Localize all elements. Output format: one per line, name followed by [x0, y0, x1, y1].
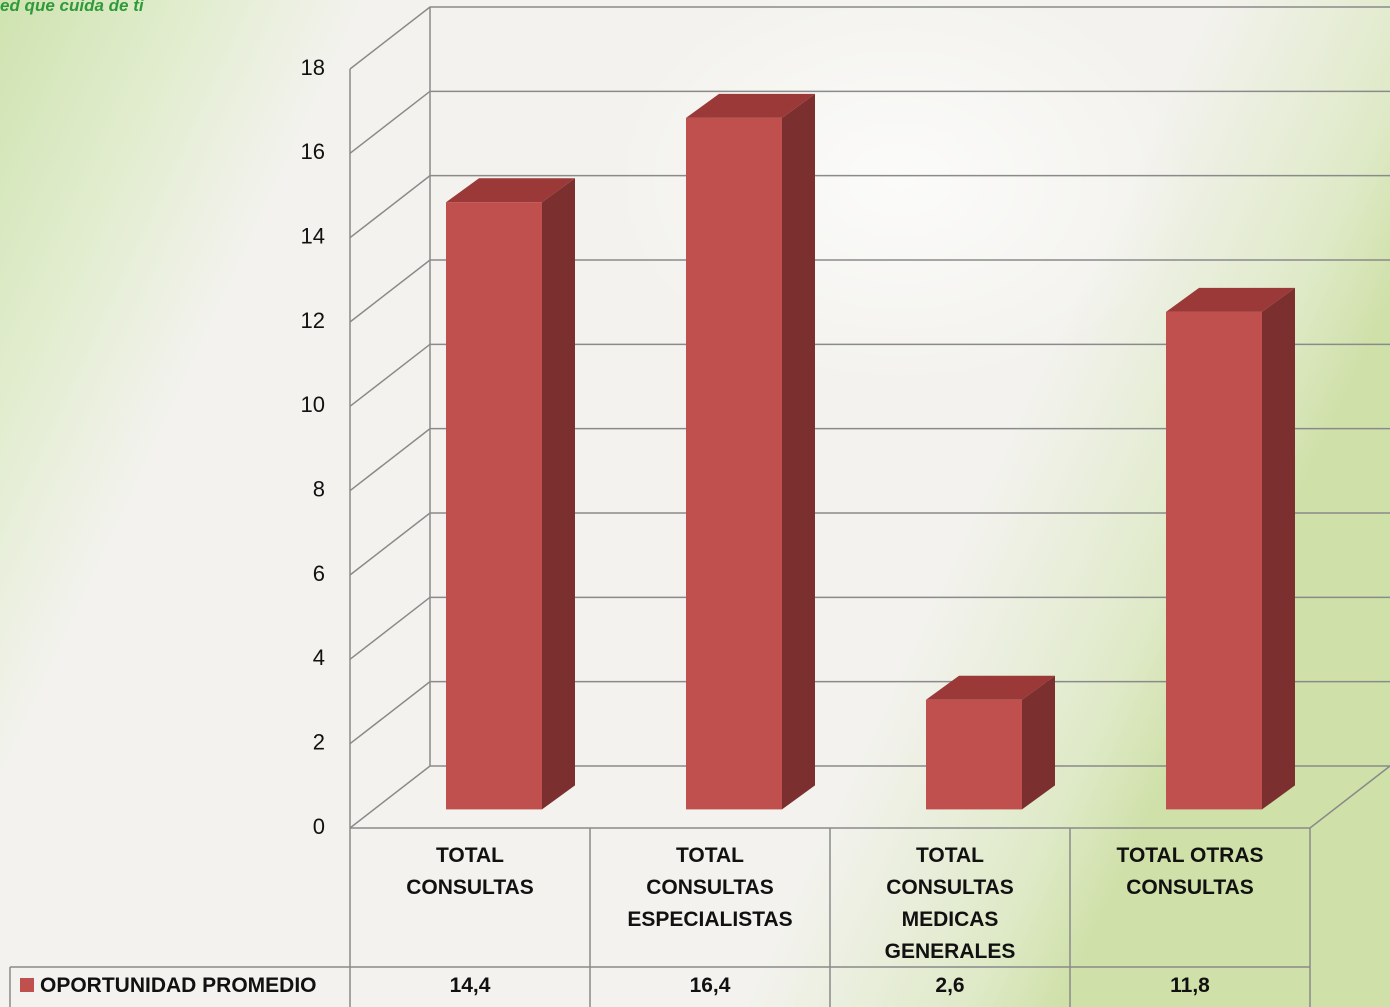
bar-side — [1022, 675, 1055, 810]
x-tick-label: TOTAL CONSULTAS MEDICAS GENERALES — [884, 844, 1016, 963]
bar-side — [782, 93, 815, 810]
y-tick-label: 10 — [301, 392, 325, 417]
x-tick-label: TOTAL CONSULTAS ESPECIALISTAS — [627, 844, 793, 931]
grid-line — [349, 259, 1390, 323]
data-label: 14,4 — [449, 974, 491, 997]
bar-top — [446, 178, 575, 203]
bar-top — [926, 675, 1055, 700]
logo-text: ed que cuida de ti — [0, 0, 144, 15]
grid-line — [349, 174, 1390, 239]
y-tick-label: 12 — [301, 308, 325, 333]
legend-swatch — [20, 978, 34, 992]
bar — [686, 117, 782, 810]
y-tick-label: 0 — [313, 814, 325, 839]
y-tick-label: 4 — [313, 645, 325, 670]
grid-line — [349, 596, 1390, 660]
grid-line — [349, 680, 1390, 745]
y-tick-label: 2 — [313, 729, 325, 754]
y-tick-label: 14 — [301, 223, 325, 248]
legend-entry: OPORTUNIDAD PROMEDIO — [20, 970, 317, 1002]
bar-side — [1262, 287, 1295, 810]
bar-top — [686, 93, 815, 118]
y-tick-label: 6 — [313, 561, 325, 586]
bar — [446, 202, 542, 810]
legend-label: OPORTUNIDAD PROMEDIO — [40, 974, 317, 997]
y-tick-label: 16 — [301, 139, 325, 164]
y-tick-label: 8 — [313, 476, 325, 501]
data-label: 2,6 — [935, 974, 965, 997]
grid-line — [349, 512, 1390, 576]
bar-top — [1166, 287, 1295, 312]
grid-line — [349, 765, 1390, 829]
x-tick-label: TOTAL OTRAS CONSULTAS — [1116, 844, 1264, 899]
grid-line — [349, 427, 1390, 492]
grid-line — [349, 343, 1390, 407]
y-tick-label: 18 — [301, 55, 325, 80]
grid-line — [349, 6, 1390, 70]
bar — [926, 699, 1022, 810]
bar-side — [542, 178, 575, 810]
data-label: 11,8 — [1170, 974, 1210, 997]
grid-line — [349, 90, 1390, 154]
bar — [1166, 311, 1262, 810]
data-label: 16,4 — [689, 974, 731, 997]
x-tick-label: TOTAL CONSULTAS — [406, 844, 534, 899]
